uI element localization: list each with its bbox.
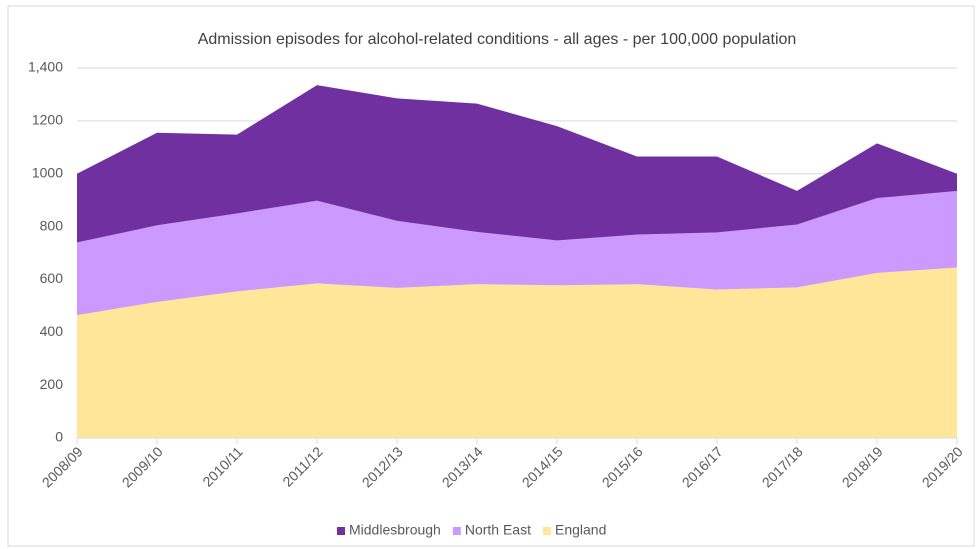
legend-swatch [542,527,551,535]
y-tick-label: 400 [40,323,64,339]
legend-label: North East [465,522,531,538]
y-tick-label: 1200 [32,112,63,128]
legend-swatch [452,527,461,535]
legend-swatch [337,527,345,535]
legend-label: England [555,522,606,538]
y-tick-label: 1000 [32,164,63,180]
chart-title: Admission episodes for alcohol-related c… [198,31,797,48]
y-tick-label: 800 [40,217,64,233]
y-tick-label: 600 [40,270,64,286]
legend-label: Middlesbrough [349,522,441,538]
y-tick-label: 200 [40,376,64,392]
y-tick-label: 0 [55,429,63,445]
y-tick-label: 1,400 [28,59,63,75]
area [77,267,957,438]
